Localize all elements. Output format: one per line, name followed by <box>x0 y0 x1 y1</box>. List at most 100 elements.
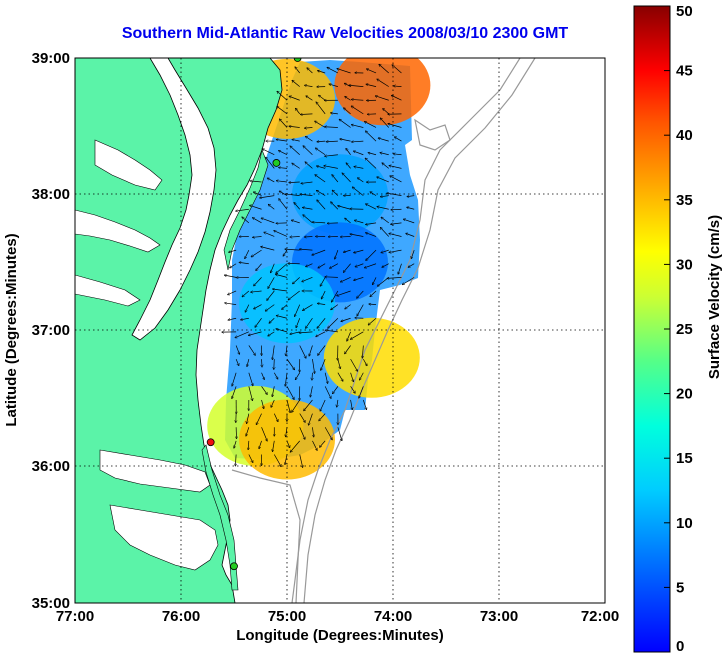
velocity-arrow <box>366 222 377 225</box>
velocity-arrow <box>301 181 313 183</box>
velocity-arrow <box>367 69 377 74</box>
velocity-arrow <box>350 399 353 410</box>
velocity-arrows <box>222 64 415 467</box>
potomac-river <box>75 209 161 253</box>
velocity-arrow <box>250 181 262 182</box>
velocity-arrow <box>345 96 351 101</box>
velocity-arrow <box>407 207 415 210</box>
velocity-arrow <box>307 68 313 74</box>
velocity-arrow <box>391 222 402 224</box>
velocity-arrow <box>235 331 249 338</box>
velocity-arrow <box>364 122 377 128</box>
velocity-arrow <box>312 359 314 373</box>
velocity-arrow <box>382 163 389 169</box>
velocity-arrow <box>318 71 326 74</box>
velocity-arrow <box>292 139 300 142</box>
y-axis-ticks: 39:00 38:00 37:00 36:00 35:00 <box>32 50 70 612</box>
velocity-arrow <box>312 372 313 380</box>
velocity-arrow <box>261 399 264 409</box>
velocity-arrow <box>304 399 313 411</box>
velocity-arrow <box>250 205 262 210</box>
delmarva-barrier-island <box>223 148 269 271</box>
velocity-arrow <box>381 217 389 224</box>
velocity-arrow <box>299 413 305 423</box>
velocity-arrow <box>393 86 402 87</box>
velocity-arrow <box>265 304 275 311</box>
delmarva-inner-water <box>94 139 163 191</box>
velocity-arrow <box>315 175 326 183</box>
velocity-arrow <box>375 96 389 101</box>
outer-banks <box>201 444 239 591</box>
velocity-arrow <box>343 249 351 252</box>
velocity-arrow <box>286 358 295 370</box>
velocity-arrow <box>268 277 275 288</box>
velocity-arrow <box>253 236 262 237</box>
velocity-arrow <box>346 148 351 155</box>
velocity-arrow <box>235 454 236 465</box>
velocity-arrow <box>351 99 364 100</box>
velocity-arrow <box>391 209 402 210</box>
velocity-arrow <box>303 146 313 155</box>
velocity-arrow <box>355 263 364 267</box>
velocity-arrow <box>366 233 377 237</box>
velocity-arrow <box>357 304 364 316</box>
velocity-arrow <box>316 331 326 337</box>
velocity-arrow <box>248 331 262 335</box>
velocity-arrow <box>247 359 250 366</box>
velocity-arrow <box>242 217 250 224</box>
velocity-arrow <box>398 263 402 274</box>
velocity-arrow <box>350 234 364 237</box>
velocity-arrow <box>345 304 351 309</box>
station-marker <box>293 58 302 62</box>
velocity-arrow <box>368 317 377 325</box>
velocity-arrow <box>224 275 237 278</box>
velocity-arrow <box>228 317 237 320</box>
velocity-arrow <box>234 440 237 448</box>
velocity-arrow <box>236 208 249 211</box>
velocity-arrow <box>387 277 402 278</box>
hf-radar-stations <box>206 58 302 571</box>
speed-region <box>323 317 420 398</box>
velocity-arrow <box>299 427 305 439</box>
velocity-arrow <box>357 290 364 298</box>
velocity-arrow <box>248 372 253 386</box>
velocity-arrow <box>286 427 288 437</box>
velocity-arrow <box>285 454 288 464</box>
velocity-arrow <box>267 290 275 300</box>
velocity-arrow <box>377 79 389 87</box>
velocity-arrow <box>305 136 313 142</box>
velocity-arrow <box>279 151 288 156</box>
velocity-arrow <box>317 303 326 304</box>
velocity-arrow <box>320 440 326 447</box>
velocity-arrow <box>369 304 377 305</box>
velocity-arrow <box>352 141 364 142</box>
velocity-arrow <box>254 304 262 309</box>
velocity-arrow <box>318 345 326 355</box>
velocity-arrow <box>248 386 253 400</box>
velocity-arrow <box>340 277 351 282</box>
velocity-arrow <box>325 127 338 128</box>
velocity-arrow <box>299 345 306 358</box>
velocity-arrow <box>346 163 351 169</box>
velocity-arrow <box>260 195 275 198</box>
colorbar-tick-label: 25 <box>676 321 693 338</box>
velocity-arrow <box>381 249 389 253</box>
velocity-arrow <box>273 372 278 379</box>
velocity-arrow <box>351 106 364 115</box>
velocity-arrow <box>325 277 338 278</box>
velocity-arrow <box>246 427 250 436</box>
velocity-arrow <box>328 317 339 328</box>
velocity-arrow <box>271 263 275 273</box>
x-axis-label: Longitude (Degrees:Minutes) <box>236 627 444 644</box>
velocity-arrow <box>262 149 275 156</box>
velocity-arrow <box>388 124 402 128</box>
velocity-arrow <box>325 330 338 333</box>
velocity-arrow <box>230 263 237 268</box>
velocity-arrow <box>248 454 253 462</box>
velocity-arrow <box>380 196 389 197</box>
velocity-arrow <box>368 153 377 156</box>
velocity-arrow <box>349 85 364 87</box>
pamlico-sound <box>109 504 219 571</box>
velocity-arrow <box>266 157 275 169</box>
velocity-arrow <box>299 249 313 250</box>
